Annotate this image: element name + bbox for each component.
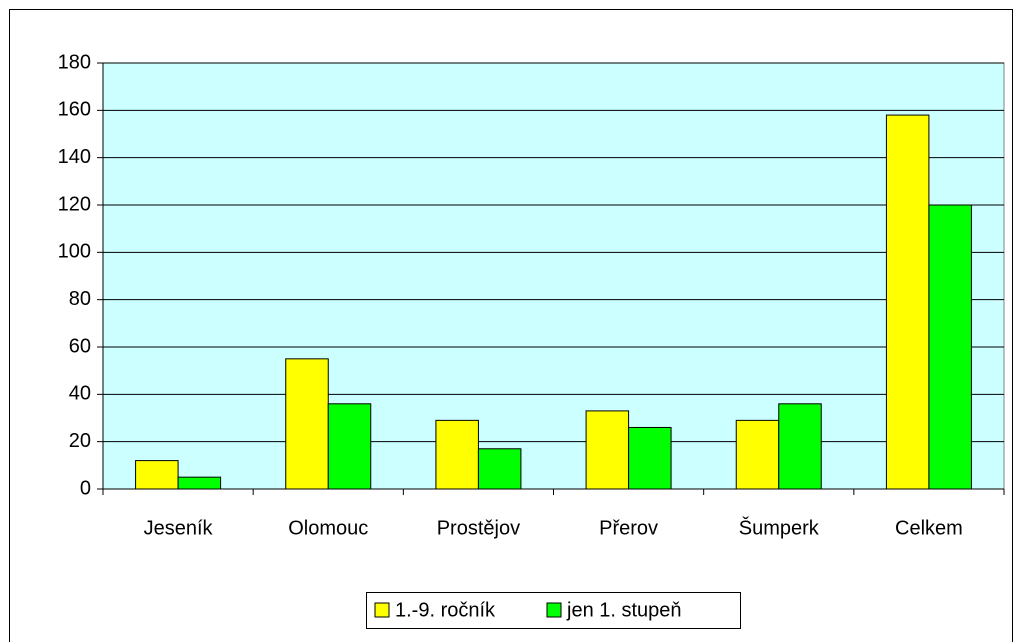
y-tick-label: 160 bbox=[58, 99, 91, 121]
y-tick-label: 180 bbox=[58, 51, 91, 73]
plot-area bbox=[102, 62, 1005, 490]
bar bbox=[778, 403, 822, 490]
legend-label: jen 1. stupeň bbox=[566, 599, 682, 621]
legend-label: 1.-9. ročník bbox=[395, 599, 496, 621]
bar bbox=[327, 403, 372, 490]
bar bbox=[135, 460, 179, 490]
bar bbox=[585, 410, 630, 490]
y-tick-label: 40 bbox=[69, 383, 91, 405]
x-tick-label: Olomouc bbox=[288, 517, 368, 539]
bar bbox=[435, 419, 479, 490]
bar bbox=[735, 419, 780, 490]
y-tick-label: 20 bbox=[69, 430, 91, 452]
x-tick-label: Přerov bbox=[599, 517, 658, 539]
y-tick-label: 60 bbox=[69, 335, 91, 357]
bar bbox=[477, 448, 522, 490]
bar bbox=[177, 476, 222, 490]
y-tick-label: 140 bbox=[58, 146, 91, 168]
bar bbox=[285, 358, 329, 490]
x-tick-label: Jeseník bbox=[144, 517, 214, 539]
x-tick-label: Šumperk bbox=[739, 516, 820, 539]
y-tick-label: 80 bbox=[69, 288, 91, 310]
bar bbox=[928, 204, 972, 490]
x-tick-label: Celkem bbox=[895, 517, 963, 539]
legend-swatch bbox=[546, 602, 562, 618]
y-tick-label: 0 bbox=[80, 477, 91, 499]
bar bbox=[885, 114, 930, 490]
bar bbox=[628, 426, 672, 490]
x-tick-label: Prostějov bbox=[437, 517, 520, 539]
legend-swatch bbox=[374, 602, 390, 618]
y-tick-label: 100 bbox=[58, 241, 91, 263]
y-tick-label: 120 bbox=[58, 193, 91, 215]
